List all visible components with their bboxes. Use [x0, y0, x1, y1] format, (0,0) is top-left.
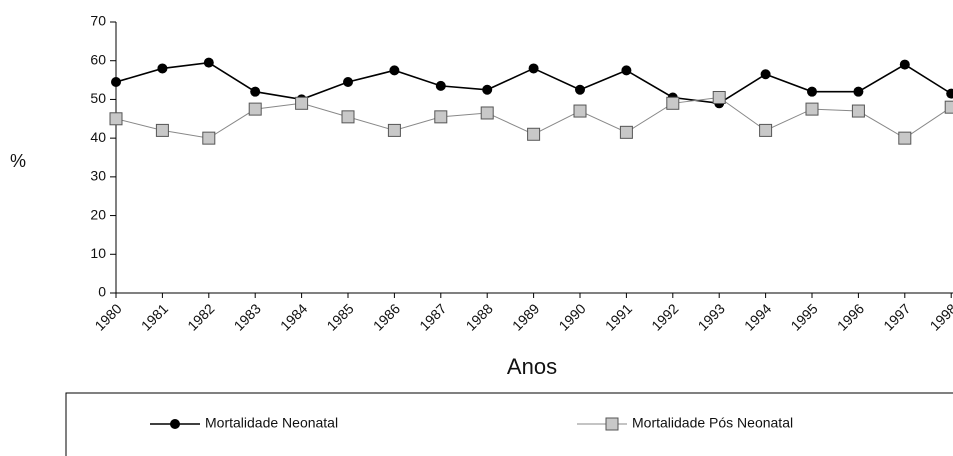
- y-tick-label: 60: [90, 51, 106, 67]
- point: [619, 125, 633, 139]
- x-tick-label: 1989: [509, 300, 542, 333]
- point: [573, 104, 587, 118]
- y-tick-label: 10: [90, 245, 106, 261]
- point: [528, 63, 539, 74]
- y-tick-label: 20: [90, 206, 106, 222]
- point: [946, 88, 953, 99]
- x-tick-label: 1983: [231, 300, 264, 333]
- x-tick-label: 1993: [695, 300, 728, 333]
- x-tick-label: 1981: [138, 300, 171, 333]
- point: [666, 96, 680, 110]
- point: [155, 123, 169, 137]
- y-tick-label: 50: [90, 90, 106, 106]
- legend-label: Mortalidade Neonatal: [205, 415, 338, 431]
- point: [387, 123, 401, 137]
- point: [759, 123, 773, 137]
- y-tick-label: 30: [90, 168, 106, 184]
- point: [248, 102, 262, 116]
- x-tick-label: 1987: [416, 300, 449, 333]
- point: [341, 110, 355, 124]
- point: [170, 419, 180, 429]
- point: [527, 127, 541, 141]
- y-tick-label: 70: [90, 13, 106, 29]
- point: [898, 131, 912, 145]
- point: [712, 90, 726, 104]
- point: [157, 63, 168, 74]
- x-tick-label: 1985: [323, 300, 356, 333]
- x-tick-label: 1986: [370, 300, 403, 333]
- x-axis-label: Anos: [507, 354, 557, 379]
- point: [435, 80, 446, 91]
- point: [944, 100, 953, 114]
- point: [575, 84, 585, 95]
- x-tick-label: 1996: [834, 300, 867, 333]
- point: [853, 86, 864, 97]
- point: [805, 102, 819, 116]
- point: [343, 77, 353, 88]
- point: [621, 65, 632, 76]
- x-tick-label: 1992: [648, 300, 681, 333]
- legend-label: Mortalidade Pós Neonatal: [632, 415, 793, 431]
- x-tick-label: 1991: [602, 300, 635, 333]
- point: [295, 96, 309, 110]
- point: [480, 106, 494, 120]
- point: [109, 112, 123, 126]
- y-tick-label: 40: [90, 129, 106, 145]
- legend-box: [65, 392, 953, 456]
- point: [434, 110, 448, 124]
- point: [250, 86, 261, 97]
- point: [851, 104, 865, 118]
- x-tick-label: 1988: [463, 300, 496, 333]
- x-tick-label: 1984: [277, 300, 310, 333]
- point: [111, 77, 121, 88]
- x-tick-label: 1990: [555, 300, 588, 333]
- x-tick-label: 1995: [787, 300, 820, 333]
- point: [807, 86, 817, 97]
- point: [760, 69, 771, 80]
- x-tick-label: 1998: [927, 300, 953, 333]
- point: [389, 65, 400, 76]
- point: [899, 59, 910, 70]
- point: [202, 131, 216, 145]
- x-tick-label: 1980: [91, 300, 124, 333]
- point: [203, 57, 214, 68]
- point: [482, 84, 493, 95]
- y-tick-label: 0: [98, 284, 106, 300]
- y-axis-label: %: [10, 151, 26, 171]
- x-tick-label: 1982: [184, 300, 217, 333]
- point: [605, 417, 619, 431]
- x-tick-label: 1997: [880, 300, 913, 333]
- x-tick-label: 1994: [741, 300, 774, 333]
